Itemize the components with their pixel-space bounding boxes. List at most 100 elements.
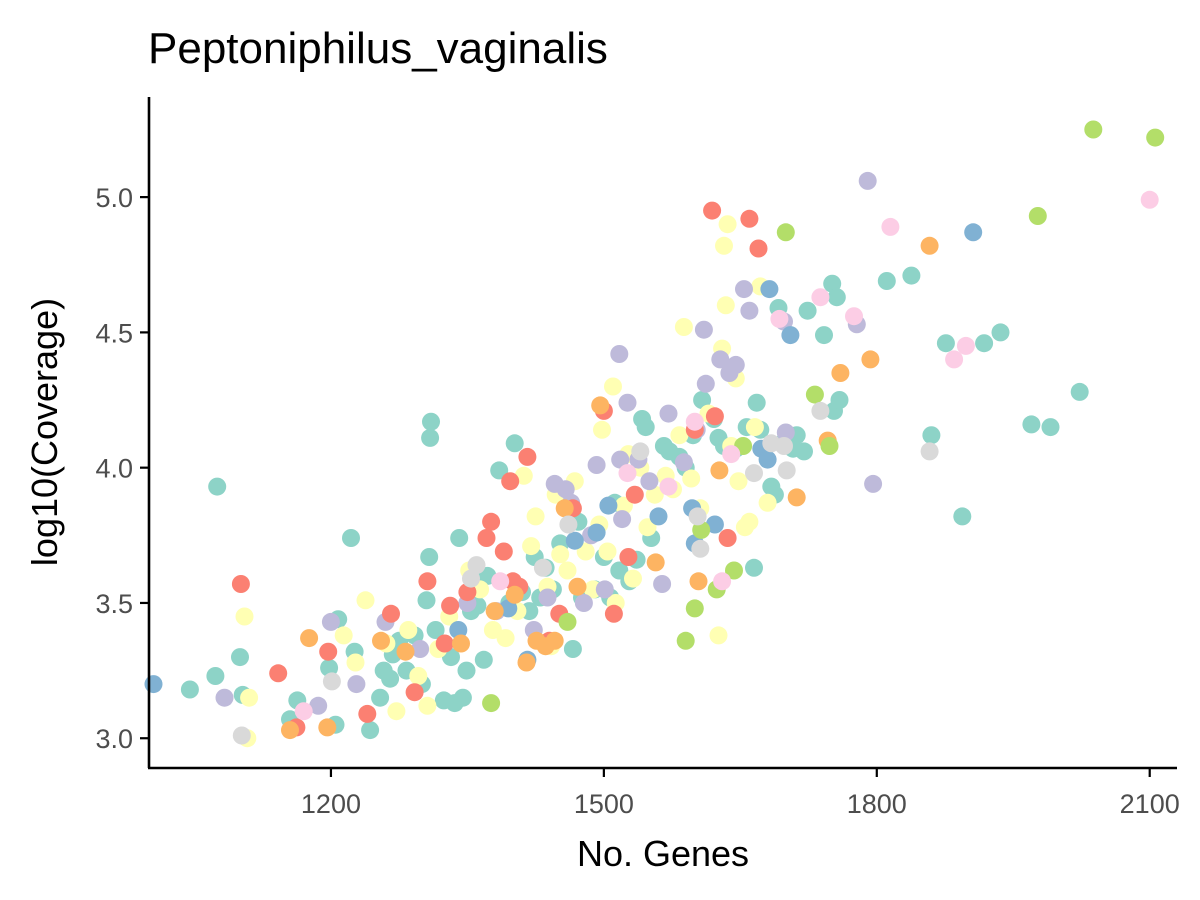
data-point [827, 288, 846, 307]
data-point [346, 653, 365, 672]
data-point [318, 718, 337, 737]
y-axis-ticks: 3.0 3.5 4.0 4.5 5.0 [95, 183, 149, 754]
data-point [1084, 120, 1103, 139]
y-tick-label: 4.5 [95, 318, 133, 348]
data-point [787, 488, 806, 507]
x-tick-label: 1800 [847, 789, 907, 819]
data-point [231, 648, 249, 667]
data-point [533, 558, 552, 577]
x-tick-label: 2100 [1120, 789, 1180, 819]
data-point [705, 515, 724, 534]
data-point [269, 664, 288, 683]
data-point [417, 591, 436, 610]
data-point [595, 580, 614, 599]
data-point [361, 721, 380, 740]
data-point [956, 336, 975, 355]
data-point [618, 393, 637, 412]
data-point [556, 480, 575, 499]
data-point [649, 507, 668, 526]
data-point [922, 426, 941, 445]
data-point [462, 569, 480, 588]
data-points [144, 120, 1165, 748]
data-point [692, 520, 711, 539]
data-point [831, 364, 850, 382]
data-point [604, 377, 622, 396]
data-point [490, 461, 509, 480]
data-point [593, 420, 611, 439]
data-point [745, 418, 764, 437]
data-point [574, 594, 593, 612]
data-point [725, 561, 743, 580]
data-point [435, 634, 454, 653]
data-point [371, 688, 390, 707]
data-point [514, 466, 533, 485]
data-point [482, 512, 501, 531]
data-point [659, 477, 678, 496]
data-point [638, 518, 657, 537]
x-axis-label: No. Genes [577, 833, 749, 874]
data-point [491, 572, 510, 591]
data-point [758, 493, 777, 512]
data-point [474, 650, 493, 669]
data-point [467, 556, 486, 575]
data-point [405, 683, 424, 702]
data-point [877, 272, 896, 290]
data-point [674, 453, 693, 472]
data-point [499, 599, 518, 618]
data-point [426, 621, 445, 639]
data-point [646, 553, 665, 572]
data-point [747, 393, 766, 412]
data-point [452, 634, 470, 653]
data-point [805, 385, 824, 404]
data-point [775, 437, 793, 455]
data-point [902, 266, 921, 285]
data-point [691, 539, 710, 558]
data-point [399, 621, 418, 639]
data-point [356, 591, 375, 610]
data-point [587, 456, 606, 474]
data-point [382, 604, 400, 623]
data-point [591, 396, 610, 415]
data-point [709, 626, 728, 645]
data-point [945, 350, 964, 369]
data-point [811, 288, 830, 307]
data-point [381, 669, 400, 688]
data-point [718, 215, 737, 234]
data-point [685, 599, 704, 618]
data-point [505, 585, 524, 604]
data-point [710, 461, 729, 480]
data-point [693, 391, 712, 409]
data-point [418, 696, 437, 715]
data-point [614, 496, 633, 515]
data-point [745, 464, 763, 483]
data-point [705, 407, 724, 426]
data-point [740, 301, 759, 320]
data-point [745, 558, 763, 577]
data-point [770, 309, 789, 328]
y-tick-label: 3.0 [95, 724, 133, 754]
data-point [688, 507, 707, 526]
data-point [815, 326, 833, 345]
data-point [232, 726, 251, 745]
data-point [858, 171, 877, 190]
data-point [881, 217, 900, 236]
data-point [820, 437, 839, 455]
data-point [631, 442, 650, 461]
data-point [798, 301, 817, 320]
data-point [215, 688, 234, 707]
data-point [674, 318, 693, 336]
data-point [409, 667, 428, 685]
data-point [624, 569, 642, 588]
data-point [482, 694, 501, 713]
data-point [300, 629, 319, 648]
data-point [206, 667, 225, 685]
data-point [320, 658, 339, 677]
data-point [309, 696, 328, 715]
data-point [1070, 382, 1089, 401]
data-point [749, 239, 768, 258]
data-point [421, 428, 440, 447]
data-point [920, 236, 939, 255]
data-point [144, 675, 163, 694]
data-point [457, 661, 476, 680]
data-point [682, 469, 701, 488]
